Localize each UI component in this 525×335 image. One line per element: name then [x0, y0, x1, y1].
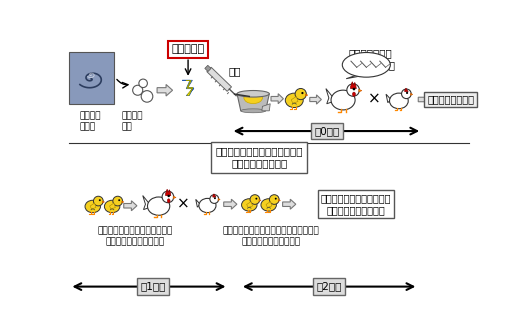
Text: ×: × — [368, 92, 381, 107]
Polygon shape — [102, 201, 104, 203]
Ellipse shape — [199, 198, 216, 213]
Polygon shape — [291, 96, 298, 103]
Ellipse shape — [390, 93, 408, 109]
Polygon shape — [351, 82, 356, 88]
Polygon shape — [247, 202, 253, 207]
Polygon shape — [207, 67, 232, 91]
Polygon shape — [143, 196, 149, 210]
Ellipse shape — [237, 90, 269, 97]
Text: 大部分の精子で
オボムコイド変異: 大部分の精子で オボムコイド変異 — [345, 48, 395, 70]
Text: ニワトリ
初期胚: ニワトリ 初期胚 — [80, 111, 101, 131]
Text: 始原生殖
細胞: 始原生殖 細胞 — [121, 111, 143, 131]
Polygon shape — [418, 94, 430, 105]
Text: ×: × — [177, 197, 190, 212]
Circle shape — [141, 91, 153, 102]
Text: ゲノム編集: ゲノム編集 — [172, 45, 205, 55]
Circle shape — [162, 191, 174, 203]
Circle shape — [295, 88, 307, 99]
Text: 父方、母方両方のオボムコイド遺伝子を
欠失した雌・雄ニワトリ: 父方、母方両方のオボムコイド遺伝子を 欠失した雌・雄ニワトリ — [223, 226, 319, 247]
Circle shape — [250, 195, 260, 204]
Text: 第2世代: 第2世代 — [317, 282, 342, 291]
Polygon shape — [186, 80, 193, 95]
Polygon shape — [386, 94, 391, 103]
Ellipse shape — [167, 199, 170, 203]
FancyBboxPatch shape — [69, 52, 114, 104]
Circle shape — [113, 196, 122, 206]
Circle shape — [402, 89, 411, 98]
Polygon shape — [173, 196, 176, 199]
Polygon shape — [259, 200, 261, 201]
Polygon shape — [218, 199, 220, 200]
Circle shape — [406, 92, 408, 94]
Text: 父方由来オボムコイド遺伝子を
欠失した雌・雄ニワトリ: 父方由来オボムコイド遺伝子を 欠失した雌・雄ニワトリ — [98, 226, 173, 247]
Polygon shape — [306, 94, 308, 96]
Circle shape — [353, 88, 355, 90]
Polygon shape — [278, 200, 280, 201]
Circle shape — [301, 92, 303, 94]
Polygon shape — [326, 88, 333, 104]
Ellipse shape — [241, 109, 266, 113]
Polygon shape — [266, 202, 272, 207]
Circle shape — [99, 199, 101, 201]
Circle shape — [347, 84, 360, 96]
Polygon shape — [196, 199, 200, 207]
Polygon shape — [182, 80, 194, 95]
Text: 第1世代: 第1世代 — [141, 282, 166, 291]
Circle shape — [269, 195, 279, 204]
Text: オボムコイドタンパク質を
含まない鶏卵の生産へ: オボムコイドタンパク質を 含まない鶏卵の生産へ — [321, 193, 392, 215]
Polygon shape — [262, 104, 270, 111]
Polygon shape — [346, 74, 370, 79]
Polygon shape — [411, 93, 413, 95]
Ellipse shape — [261, 199, 276, 211]
Polygon shape — [405, 88, 408, 92]
Ellipse shape — [331, 90, 355, 110]
Circle shape — [275, 198, 277, 200]
Polygon shape — [165, 189, 171, 196]
Ellipse shape — [104, 200, 120, 213]
Circle shape — [210, 195, 219, 203]
Polygon shape — [359, 89, 362, 92]
Ellipse shape — [285, 93, 303, 108]
Polygon shape — [237, 94, 269, 111]
Ellipse shape — [85, 200, 100, 213]
Circle shape — [167, 195, 170, 197]
Ellipse shape — [244, 92, 262, 104]
Circle shape — [255, 198, 257, 200]
Polygon shape — [90, 203, 96, 209]
Ellipse shape — [342, 53, 391, 77]
Polygon shape — [205, 65, 211, 72]
Circle shape — [214, 197, 216, 199]
Text: 父方由来オボムコイド遺伝子を
欠失した雌雄を交配: 父方由来オボムコイド遺伝子を 欠失した雌雄を交配 — [216, 146, 303, 169]
Ellipse shape — [242, 199, 257, 211]
Polygon shape — [271, 94, 284, 104]
Polygon shape — [224, 199, 237, 209]
Ellipse shape — [148, 197, 170, 215]
Circle shape — [118, 199, 120, 201]
Polygon shape — [213, 194, 216, 197]
Polygon shape — [157, 84, 173, 96]
Polygon shape — [282, 199, 296, 209]
Circle shape — [93, 196, 103, 206]
Text: 野生型の雌と交配: 野生型の雌と交配 — [427, 94, 474, 105]
Polygon shape — [122, 201, 124, 203]
Circle shape — [139, 79, 148, 87]
Polygon shape — [310, 95, 321, 104]
Polygon shape — [124, 201, 137, 211]
Circle shape — [133, 85, 143, 95]
Ellipse shape — [352, 92, 355, 96]
Text: 第0世代: 第0世代 — [314, 126, 340, 136]
Text: 移植: 移植 — [228, 66, 241, 76]
Polygon shape — [110, 203, 116, 209]
